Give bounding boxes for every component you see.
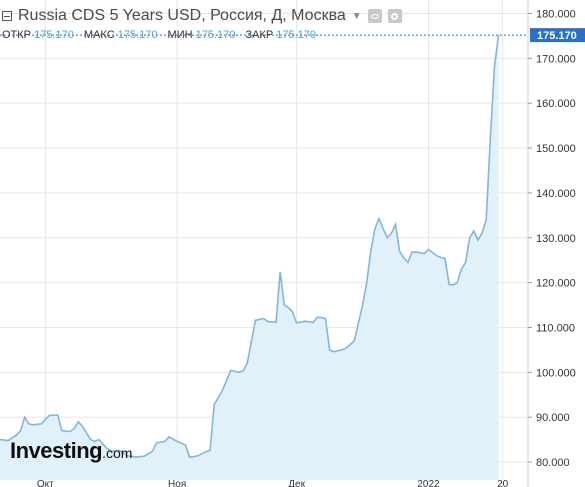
current-price-badge: 175.170: [530, 28, 585, 43]
settings-icon[interactable]: [387, 9, 402, 23]
ohlc-low-label: МИН: [167, 29, 193, 41]
ohlc-low-value: 175.170: [195, 29, 236, 41]
price-line: [0, 34, 500, 458]
y-axis: 80.000 90.000 100.000 110.000 120.000 130.000…: [527, 0, 576, 487]
ohlc-close-label: ЗАКР: [245, 29, 274, 41]
investing-logo-main: Investing: [10, 438, 103, 463]
chevron-down-icon[interactable]: ▼: [351, 10, 362, 22]
x-tick-label: Окт: [37, 479, 54, 487]
y-tick-label: 160.000: [536, 98, 576, 110]
eye-icon[interactable]: [367, 9, 382, 23]
x-tick-label: 2022: [417, 479, 440, 487]
instrument-title[interactable]: Russia CDS 5 Years USD, Россия, Д, Москв…: [18, 7, 346, 24]
y-tick-label: 180.000: [536, 8, 576, 20]
ohlc-close-value: 175.170: [276, 29, 317, 41]
x-tick-label: 20: [497, 479, 509, 487]
title-row: Russia CDS 5 Years USD, Россия, Д, Москв…: [0, 6, 402, 26]
y-tick-label: 150.000: [536, 143, 576, 155]
y-tick-label: 170.000: [536, 53, 576, 65]
investing-logo: Investing .com: [10, 438, 132, 464]
y-tick-label: 110.000: [536, 322, 575, 334]
y-tick-label: 80.000: [536, 457, 570, 469]
ohlc-open-value: 175.170: [34, 29, 74, 41]
current-price-badge-bg: [530, 28, 585, 43]
y-tick-label: 100.000: [536, 367, 576, 379]
y-tick-label: 140.000: [536, 188, 576, 200]
ohlc-high-label: МАКС: [83, 29, 115, 41]
collapse-icon[interactable]: [2, 11, 12, 21]
ohlc-open-label: ОТКР: [2, 29, 32, 41]
x-tick-label: Дек: [288, 479, 305, 487]
y-tick-label: 130.000: [536, 233, 576, 245]
y-tick-label: 120.000: [536, 278, 576, 290]
price-area-fill: [0, 35, 499, 480]
chart-header: Russia CDS 5 Years USD, Россия, Д, Москв…: [0, 0, 530, 45]
y-tick-label: 90.000: [536, 412, 570, 424]
x-tick-label: Ноя: [168, 479, 186, 487]
investing-logo-sub: .com: [102, 445, 133, 461]
current-price-badge-text: 175.170: [537, 30, 577, 42]
ohlc-high-value: 175.170: [117, 29, 158, 41]
x-axis: Окт Ноя Дек 2022 20: [37, 479, 509, 487]
ohlc-row: ОТКР 175.170 МАКС 175.170 МИН 175.170 ЗА…: [2, 29, 323, 41]
